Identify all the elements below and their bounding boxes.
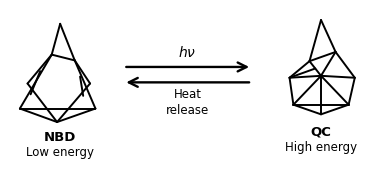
Text: $h\nu$: $h\nu$ — [178, 45, 197, 60]
Text: Heat
release: Heat release — [166, 88, 209, 117]
Text: NBD: NBD — [44, 131, 76, 144]
Text: QC: QC — [311, 125, 331, 138]
Text: High energy: High energy — [285, 140, 357, 153]
Text: Low energy: Low energy — [26, 146, 94, 159]
